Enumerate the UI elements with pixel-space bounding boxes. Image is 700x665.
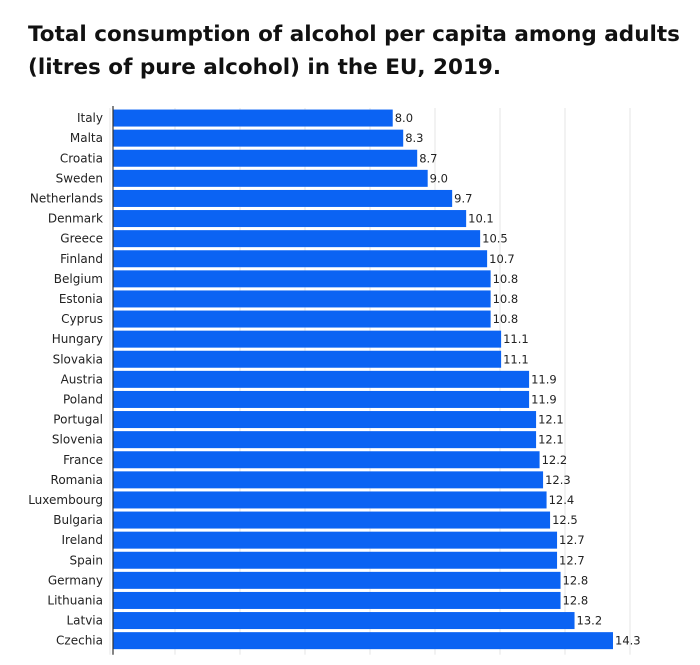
bar-romania [113,471,544,489]
value-label: 9.7 [454,191,472,205]
value-label: 11.9 [531,372,557,386]
bar-denmark [113,210,467,228]
category-label: Lithuania [47,593,103,607]
value-label: 12.2 [542,453,568,467]
bar-malta [113,129,404,147]
value-label: 10.8 [493,312,519,326]
category-label: Finland [60,252,103,266]
category-label: Cyprus [61,312,103,326]
bar-cyprus [113,310,491,328]
category-label: France [63,453,103,467]
category-label: Spain [69,553,103,567]
bar-croatia [113,149,418,167]
value-label: 12.1 [538,433,564,447]
chart-title: Total consumption of alcohol per capita … [28,22,680,80]
value-label: 12.8 [563,573,589,587]
category-label: Austria [61,372,103,386]
bar-slovakia [113,350,502,368]
bar-estonia [113,290,491,308]
category-label: Czechia [56,634,103,648]
category-label: Romania [51,473,103,487]
bar-belgium [113,270,491,288]
category-label: Latvia [66,614,103,628]
value-label: 9.0 [430,171,448,185]
value-label: 12.7 [559,553,585,567]
value-label: 10.8 [493,292,519,306]
category-label: Malta [70,131,103,145]
value-label: 12.5 [552,513,578,527]
value-label: 12.1 [538,413,564,427]
category-label: Belgium [54,272,103,286]
bar-latvia [113,612,575,630]
category-label: Hungary [52,332,103,346]
category-labels: Italy Malta Croatia Sweden Netherlands Denmar… [28,111,103,648]
bar-slovenia [113,431,537,449]
category-label: Poland [63,392,103,406]
bar-lithuania [113,591,561,609]
category-label: Luxembourg [28,493,103,507]
bars [113,109,613,650]
bar-france [113,451,540,469]
value-label: 8.7 [419,151,437,165]
bar-poland [113,390,530,408]
bar-greece [113,230,481,248]
bar-hungary [113,330,502,348]
value-label: 10.1 [468,212,494,226]
value-label: 8.3 [405,131,423,145]
category-label: Estonia [59,292,103,306]
bar-ireland [113,531,558,549]
value-label: 10.8 [493,272,519,286]
value-label: 11.9 [531,392,557,406]
category-label: Sweden [56,171,103,185]
category-label: Germany [48,573,103,587]
category-label: Slovenia [52,433,103,447]
category-label: Netherlands [30,191,103,205]
bar-germany [113,571,561,589]
value-label: 12.3 [545,473,571,487]
bar-bulgaria [113,511,551,529]
bar-luxembourg [113,491,547,509]
category-label: Italy [77,111,103,125]
bar-sweden [113,169,428,187]
category-label: Denmark [48,212,103,226]
bar-czechia [113,632,613,650]
value-label: 10.7 [489,252,515,266]
category-label: Portugal [53,413,103,427]
bar-netherlands [113,189,453,207]
bar-austria [113,370,530,388]
value-labels: 8.0 8.3 8.7 9.0 9.7 10.1 10.5 10.7 10.8 10.8 10.8 1… [395,111,641,648]
value-label: 11.1 [503,332,529,346]
category-label: Slovakia [53,352,103,366]
category-label: Bulgaria [53,513,103,527]
bar-finland [113,250,488,268]
value-label: 12.8 [563,593,589,607]
bar-spain [113,551,558,569]
category-label: Ireland [61,533,103,547]
value-label: 11.1 [503,352,529,366]
value-label: 8.0 [395,111,413,125]
value-label: 12.7 [559,533,585,547]
value-label: 10.5 [482,232,508,246]
bar-italy [113,109,393,127]
category-label: Croatia [60,151,103,165]
value-label: 12.4 [549,493,575,507]
value-label: 13.2 [577,614,603,628]
value-label: 14.3 [615,634,641,648]
category-label: Greece [60,232,103,246]
bar-portugal [113,411,537,429]
